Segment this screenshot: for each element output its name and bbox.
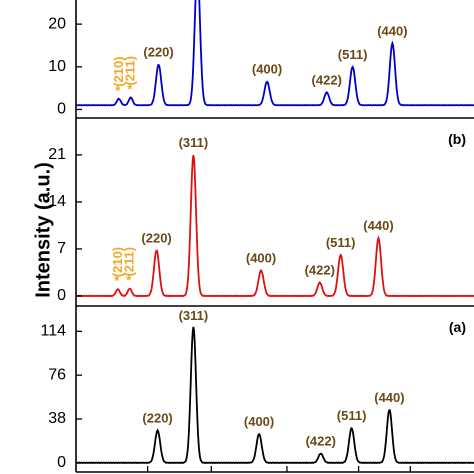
peak-labels: *(210)*(211)(220)(400)(422)(511)(440)*(2…	[110, 23, 466, 448]
peak-label: (400)	[246, 250, 276, 265]
panel-label: (b)	[448, 131, 466, 147]
x-ticks	[146, 466, 411, 472]
series-line-panel-1	[75, 0, 474, 107]
impurity-label: *(211)	[123, 56, 138, 97]
peak-label: (511)	[326, 235, 356, 250]
series-line-panel-3	[75, 326, 474, 464]
peak-label: (422)	[312, 72, 342, 87]
peak-label: (422)	[305, 263, 335, 278]
impurity-star: *	[126, 273, 132, 288]
impurity-hkl-label: (211)	[123, 56, 138, 86]
impurity-label: *(210)	[110, 247, 125, 288]
impurity-hkl-label: (211)	[122, 247, 137, 277]
panel-label: (a)	[449, 319, 466, 335]
peak-label: (220)	[141, 230, 171, 245]
y-tick-label: 0	[57, 101, 66, 118]
peak-label: (440)	[363, 218, 393, 233]
y-tick-label: 76	[48, 366, 66, 383]
y-tick-label: 10	[48, 58, 66, 75]
y-tick-label: 38	[48, 410, 66, 427]
y-tick-label: 21	[48, 146, 66, 163]
y-tick-label: 0	[57, 287, 66, 304]
peak-label: (400)	[252, 62, 282, 77]
impurity-label: *(211)	[122, 247, 137, 288]
peak-label: (400)	[244, 414, 274, 429]
impurity-star: *	[127, 82, 133, 97]
peak-label: (311)	[179, 135, 209, 150]
y-axis-label: Intensity (a.u.)	[32, 162, 54, 298]
peak-label: (220)	[143, 45, 173, 60]
y-tick-label: 14	[48, 193, 66, 210]
peak-label: (220)	[142, 411, 172, 426]
peak-label: (422)	[306, 434, 336, 449]
y-tick-label: 114	[40, 323, 66, 340]
y-tick-label: 20	[48, 15, 66, 32]
peak-label: (311)	[179, 308, 209, 323]
impurity-label: *(210)	[111, 56, 126, 97]
impurity-hkl-label: (210)	[111, 56, 126, 86]
y-ticks: 0 10 20 0 7 14 21 0 38 76 114	[40, 15, 82, 471]
impurity-hkl-label: (210)	[110, 247, 125, 277]
series-line-panel-2	[75, 154, 474, 298]
impurity-star: *	[115, 83, 121, 98]
peak-label: (440)	[374, 390, 404, 405]
impurity-star: *	[114, 273, 120, 288]
peak-label: (440)	[377, 23, 407, 38]
plot-frame	[75, 0, 474, 473]
panel-dividers	[76, 117, 474, 307]
y-tick-label: 0	[57, 454, 66, 471]
peak-label: (511)	[337, 408, 367, 423]
peak-label: (511)	[338, 47, 368, 62]
series-lines	[75, 0, 474, 464]
y-tick-label: 7	[57, 240, 66, 257]
